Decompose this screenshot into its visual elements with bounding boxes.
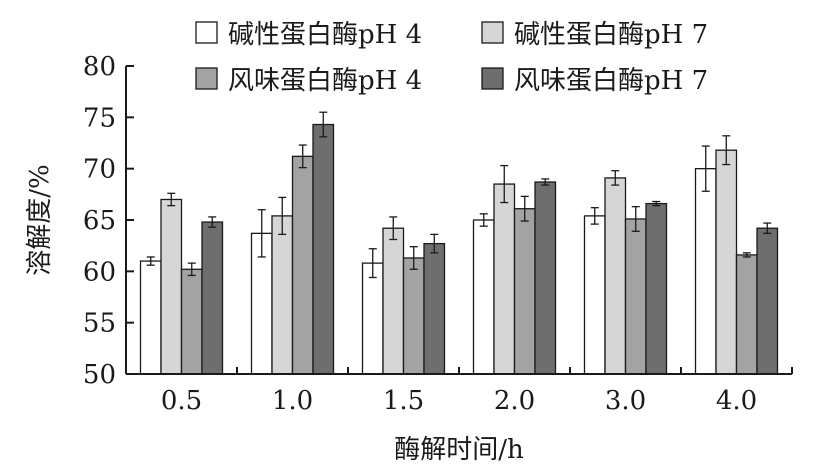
- legend-label: 风味蛋白酶pH 4: [228, 66, 422, 96]
- error-bar: [652, 200, 661, 207]
- bar: [382, 227, 405, 375]
- bar: [715, 149, 738, 375]
- bar: [361, 262, 384, 375]
- legend-item: 风味蛋白酶pH 7: [481, 66, 708, 96]
- bar: [271, 215, 294, 375]
- bar: [493, 183, 516, 375]
- error-bar: [500, 164, 509, 204]
- error-bar: [742, 252, 751, 258]
- bar: [694, 168, 717, 375]
- error-bar: [611, 170, 620, 186]
- y-axis-title: 溶解度/%: [25, 164, 55, 275]
- legend-swatch: [195, 21, 218, 44]
- legend-label: 风味蛋白酶pH 7: [514, 66, 708, 96]
- error-bar: [368, 248, 377, 279]
- bar: [180, 268, 203, 375]
- y-tick-label: 80: [83, 52, 116, 82]
- bar: [513, 208, 536, 375]
- x-axis-title: 酶解时间/h: [394, 435, 524, 465]
- bar: [201, 221, 224, 375]
- bar: [402, 257, 425, 375]
- y-tick-label: 75: [83, 103, 116, 133]
- error-bar: [763, 222, 772, 234]
- legend: 碱性蛋白酶pH 4 碱性蛋白酶pH 7 风味蛋白酶pH 4 风味蛋白酶pH 7: [195, 20, 708, 96]
- error-bar: [208, 216, 217, 228]
- error-bar: [541, 178, 550, 186]
- error-bar: [146, 256, 155, 266]
- error-bar: [430, 233, 439, 254]
- error-bar: [722, 135, 731, 166]
- legend-item: 碱性蛋白酶pH 7: [481, 20, 708, 50]
- y-tick-label: 55: [83, 309, 116, 339]
- bar: [291, 155, 314, 375]
- legend-swatch: [481, 67, 504, 90]
- x-tick-label: 1.0: [272, 386, 313, 416]
- legend-swatch: [481, 21, 504, 44]
- x-tick-label: 1.5: [383, 386, 424, 416]
- error-bar: [520, 195, 529, 222]
- bar: [534, 181, 557, 375]
- bar: [139, 260, 162, 375]
- axes-group: 50 55 60 65 70 75 80 0.5 1.0 1.5 2.0 3.0 4.0: [83, 52, 793, 416]
- error-bar: [409, 246, 418, 270]
- y-tick-label: 50: [83, 360, 116, 390]
- bar: [735, 254, 758, 375]
- error-bar: [479, 213, 488, 227]
- bar: [160, 198, 183, 375]
- legend-swatch: [195, 67, 218, 90]
- bar: [472, 219, 495, 375]
- y-tick-label: 60: [83, 257, 116, 287]
- bar: [756, 227, 779, 375]
- error-bar: [298, 144, 307, 169]
- x-tick-label: 4.0: [716, 386, 757, 416]
- legend-item: 风味蛋白酶pH 4: [195, 66, 422, 96]
- error-bar: [389, 216, 398, 241]
- bar: [583, 215, 606, 375]
- error-bar: [167, 192, 176, 207]
- error-bar: [319, 111, 328, 138]
- legend-item: 碱性蛋白酶pH 4: [195, 20, 422, 50]
- bar: [423, 242, 446, 375]
- error-bar: [631, 206, 640, 232]
- bar: [312, 123, 335, 375]
- bar: [645, 202, 668, 375]
- y-tick-label: 65: [83, 206, 116, 236]
- bars-group: [139, 111, 779, 375]
- bar: [624, 218, 647, 375]
- error-bar: [701, 145, 710, 192]
- bar: [604, 177, 627, 375]
- legend-label: 碱性蛋白酶pH 7: [514, 20, 708, 50]
- error-bar: [278, 196, 287, 236]
- x-tick-label: 2.0: [494, 386, 535, 416]
- error-bar: [257, 209, 266, 258]
- error-bar: [187, 262, 196, 277]
- y-tick-label: 70: [83, 155, 116, 185]
- x-tick-label: 0.5: [161, 386, 202, 416]
- x-tick-label: 3.0: [605, 386, 646, 416]
- legend-label: 碱性蛋白酶pH 4: [228, 20, 422, 50]
- error-bar: [590, 207, 599, 225]
